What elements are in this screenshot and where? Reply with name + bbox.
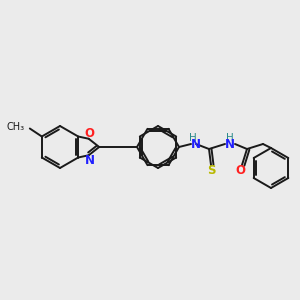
Text: N: N bbox=[85, 154, 95, 167]
Text: O: O bbox=[235, 164, 245, 176]
Text: S: S bbox=[207, 164, 215, 176]
Text: N: N bbox=[191, 137, 201, 151]
Text: O: O bbox=[85, 127, 95, 140]
Text: H: H bbox=[226, 133, 234, 143]
Text: CH₃: CH₃ bbox=[7, 122, 25, 131]
Text: H: H bbox=[189, 133, 197, 143]
Text: N: N bbox=[225, 137, 235, 151]
